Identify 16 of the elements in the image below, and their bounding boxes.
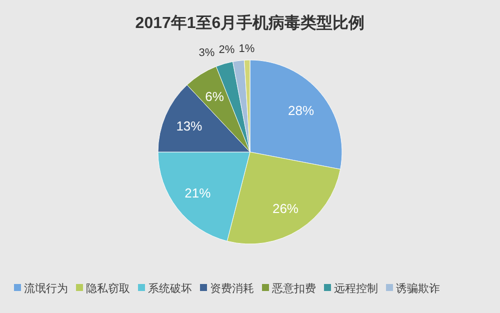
legend-label: 隐私窃取	[86, 282, 130, 295]
legend-label: 资费消耗	[210, 282, 254, 295]
legend-label: 恶意扣费	[271, 282, 316, 295]
legend-label: 系统破坏	[148, 282, 192, 295]
data-label: 3%	[198, 47, 215, 60]
data-label: 21%	[184, 186, 212, 201]
chart-title: 2017年1至6月手机病毒类型比例	[135, 14, 365, 32]
legend-label: 诱骗欺诈	[396, 282, 440, 295]
legend-label: 流氓行为	[24, 282, 68, 295]
legend-label: 远程控制	[334, 282, 378, 295]
data-label: 1%	[238, 43, 255, 56]
data-label: 6%	[205, 89, 224, 104]
data-label: 2%	[218, 44, 235, 56]
data-label: 28%	[288, 102, 314, 118]
data-label: 13%	[176, 118, 203, 134]
data-label: 26%	[272, 200, 299, 216]
